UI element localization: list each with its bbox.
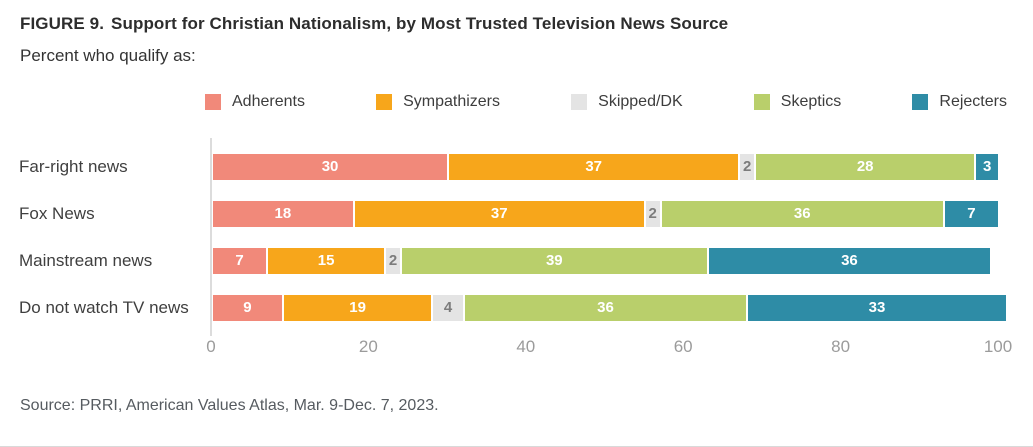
category-label: Fox News <box>19 203 95 223</box>
figure-title-text: Support for Christian Nationalism, by Mo… <box>111 14 729 33</box>
bar-segment-skeptics: 39 <box>400 246 708 275</box>
bar-segment-sympathizers: 15 <box>267 246 386 275</box>
x-axis-tick-20: 20 <box>358 337 378 356</box>
stacked-bar: 7 15 2 39 36 <box>212 246 992 275</box>
bar-row-mainstream-news: Mainstream news 7 15 2 39 36 <box>0 237 1033 284</box>
bar-row-fox-news: Fox News 18 37 2 36 7 <box>0 190 1033 237</box>
legend-label: Rejecters <box>939 93 1007 110</box>
bar-segment-skipped-dk: 2 <box>739 152 756 181</box>
bar-segment-skipped-dk: 2 <box>385 246 401 275</box>
legend-label: Sympathizers <box>403 93 500 110</box>
bar-row-far-right-news: Far-right news 30 37 2 28 3 <box>0 143 1033 190</box>
stacked-bar-chart: Far-right news 30 37 2 28 3 Fox News 18 37 2 36 7 Ma… <box>0 138 1033 361</box>
bar-segment-skeptics: 36 <box>660 199 944 228</box>
bar-segment-skeptics: 36 <box>463 293 748 322</box>
x-axis-tick-0: 0 <box>206 337 216 356</box>
bar-segment-adherents: 7 <box>212 246 268 275</box>
bar-segment-skeptics: 28 <box>755 152 976 181</box>
source-note: Source: PRRI, American Values Atlas, Mar… <box>20 397 439 414</box>
legend-swatch-sympathizers <box>376 94 393 110</box>
legend-item-skeptics: Skeptics <box>753 93 842 111</box>
legend-label: Adherents <box>232 93 305 110</box>
stacked-bar: 9 19 4 36 33 <box>212 293 1007 322</box>
x-axis-tick-80: 80 <box>831 337 851 356</box>
category-label: Do not watch TV news <box>19 297 189 317</box>
legend: Adherents Sympathizers Skipped/DK Skeptics R… <box>205 91 1007 113</box>
legend-label: Skipped/DK <box>598 93 683 110</box>
stacked-bar: 18 37 2 36 7 <box>212 199 999 228</box>
legend-swatch-skeptics <box>753 94 770 110</box>
bar-segment-rejecters: 3 <box>975 152 999 181</box>
legend-item-rejecters: Rejecters <box>912 93 1007 111</box>
category-label: Far-right news <box>19 156 128 176</box>
bar-segment-adherents: 18 <box>212 199 354 228</box>
bar-segment-adherents: 30 <box>212 152 449 181</box>
x-axis-tick-60: 60 <box>673 337 693 356</box>
category-label: Mainstream news <box>19 250 153 270</box>
legend-swatch-adherents <box>205 94 221 110</box>
legend-item-sympathizers: Sympathizers <box>376 93 500 111</box>
bar-segment-rejecters: 33 <box>747 293 1007 322</box>
stacked-bar: 30 37 2 28 3 <box>212 152 999 181</box>
legend-label: Skeptics <box>780 93 842 110</box>
figure-title: FIGURE 9. Support for Christian Nationali… <box>20 14 1013 34</box>
figure-subtitle: Percent who qualify as: <box>20 46 196 65</box>
x-axis: 0 20 40 60 80 100 <box>206 337 1012 361</box>
bar-segment-sympathizers: 37 <box>448 152 740 181</box>
figure-header: FIGURE 9. Support for Christian Nationali… <box>0 0 1033 66</box>
chart-rows: Far-right news 30 37 2 28 3 Fox News 18 37 2 36 7 Ma… <box>0 143 1033 331</box>
bar-row-do-not-watch-tv-news: Do not watch TV news 9 19 4 36 33 <box>0 284 1033 331</box>
bar-segment-sympathizers: 37 <box>353 199 645 228</box>
bar-segment-skipped-dk: 2 <box>644 199 661 228</box>
y-axis-line <box>210 138 212 336</box>
bar-segment-sympathizers: 19 <box>282 293 433 322</box>
legend-swatch-skipped-dk <box>571 94 588 110</box>
x-axis-tick-100: 100 <box>983 337 1013 356</box>
legend-swatch-rejecters <box>912 94 929 110</box>
bar-segment-rejecters: 7 <box>943 199 999 228</box>
bar-segment-adherents: 9 <box>212 293 283 322</box>
legend-item-adherents: Adherents <box>205 93 305 111</box>
bar-segment-skipped-dk: 4 <box>432 293 464 322</box>
bar-segment-rejecters: 36 <box>707 246 992 275</box>
legend-item-skipped-dk: Skipped/DK <box>571 93 683 111</box>
x-axis-tick-40: 40 <box>516 337 536 356</box>
figure-number: FIGURE 9. <box>20 14 105 33</box>
